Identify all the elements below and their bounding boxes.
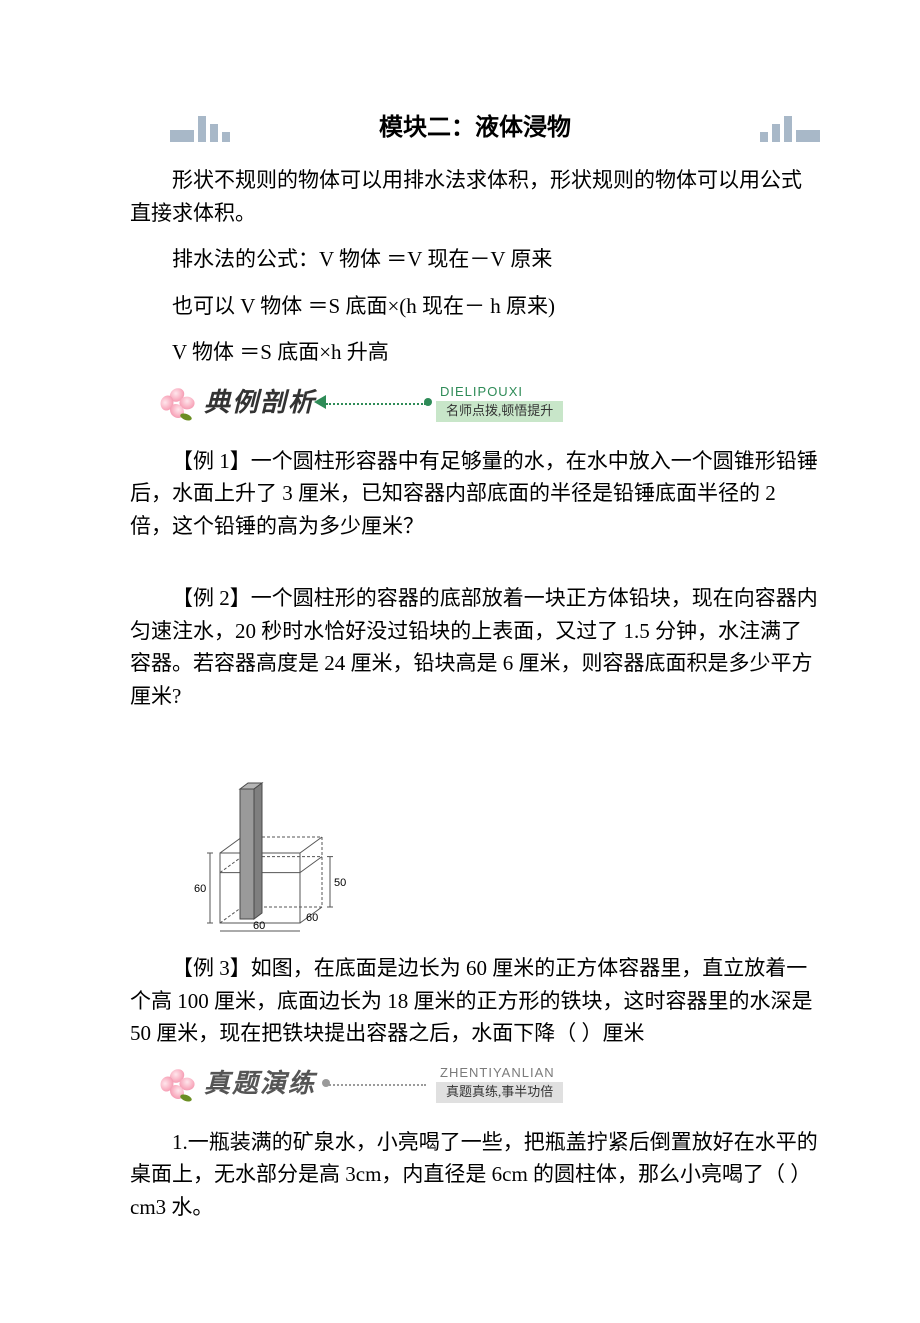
banner-box: ZHENTIYANLIAN 真题真练,事半功倍 [436,1065,563,1103]
banner-script: 典例剖析 [204,383,316,423]
svg-text:60: 60 [194,883,206,895]
practice-1: 1.一瓶装满的矿泉水，小亮喝了一些，把瓶盖拧紧后倒置放好在水平的桌面上，无水部分… [130,1126,820,1224]
decor-bar [222,132,230,142]
section-banner-examples: 典例剖析 DIELIPOUXI 名师点拨,顿悟提升 [160,379,820,427]
intro-p4: V 物体 ＝S 底面×h 升高 [130,336,820,369]
banner-sub: 名师点拨,顿悟提升 [436,401,563,422]
decor-bar [198,116,206,142]
decor-bar [760,132,768,142]
banner-script: 真题演练 [204,1064,316,1104]
decor-bars-left [170,114,230,142]
example-2: 【例 2】一个圆柱形的容器的底部放着一块正方体铅块，现在向容器内匀速注水，20 … [130,582,820,712]
banner-box: DIELIPOUXI 名师点拨,顿悟提升 [436,384,563,422]
decor-bar [784,116,792,142]
banner-sub: 真题真练,事半功倍 [436,1082,563,1103]
intro-p2: 排水法的公式：V 物体 ＝V 现在－V 原来 [130,243,820,276]
decor-bar [170,130,194,142]
svg-text:50: 50 [334,876,346,888]
banner-pinyin: ZHENTIYANLIAN [436,1065,563,1082]
flower-icon [160,1067,194,1101]
intro-p3: 也可以 V 物体 ＝S 底面×(h 现在－ h 原来) [130,290,820,323]
decor-bar [772,124,780,142]
container-diagram-svg: 60 50 60 60 [190,753,350,933]
banner-pinyin: DIELIPOUXI [436,384,563,401]
banner-line [326,401,426,405]
svg-text:60: 60 [253,920,265,932]
example-3-diagram: 60 50 60 60 [190,753,820,943]
decor-bars-right [760,114,820,142]
intro-p1: 形状不规则的物体可以用排水法求体积，形状规则的物体可以用公式直接求体积。 [130,164,820,229]
module-title-row: 模块二：液体浸物 [130,110,820,146]
flower-icon [160,386,194,420]
svg-text:60: 60 [306,912,318,924]
document-page: 模块二：液体浸物 形状不规则的物体可以用排水法求体积，形状规则的物体可以用公式直… [0,0,920,1323]
banner-line [326,1082,426,1086]
section-banner-practice: 真题演练 ZHENTIYANLIAN 真题真练,事半功倍 [160,1060,820,1108]
module-title: 模块二：液体浸物 [379,109,571,146]
example-1: 【例 1】一个圆柱形容器中有足够量的水，在水中放入一个圆锥形铅锤后，水面上升了 … [130,445,820,543]
decor-bar [210,124,218,142]
decor-bar [796,130,820,142]
example-3: 【例 3】如图，在底面是边长为 60 厘米的正方体容器里，直立放着一个高 100… [130,952,820,1050]
